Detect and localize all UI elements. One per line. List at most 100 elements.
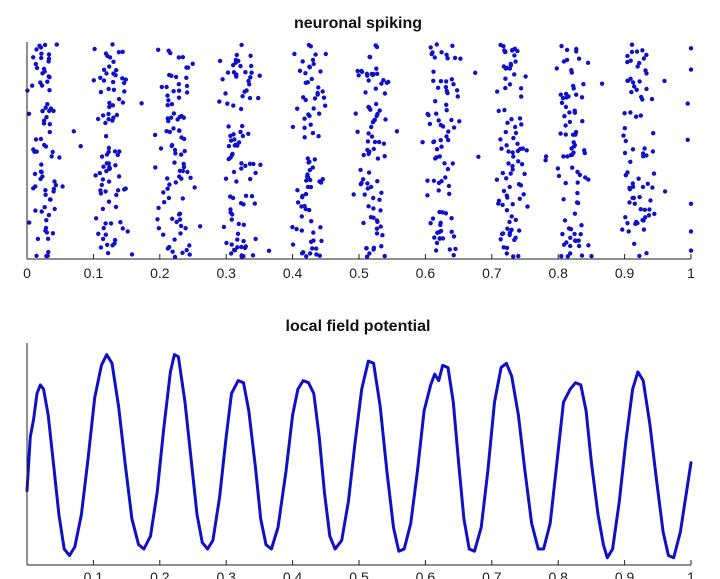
spike-point <box>307 64 312 69</box>
spike-point <box>103 189 108 194</box>
spike-point <box>564 47 570 53</box>
spike-point <box>292 51 297 57</box>
spike-point <box>364 254 370 259</box>
spike-point <box>50 231 56 236</box>
spike-point <box>188 175 193 180</box>
spike-point <box>371 245 377 250</box>
spike-point <box>54 42 59 47</box>
spike-point <box>378 208 383 213</box>
spike-point <box>33 184 38 189</box>
spike-point <box>170 249 175 254</box>
spike-point <box>523 74 528 79</box>
spike-point <box>447 247 452 252</box>
spike-point <box>113 73 118 78</box>
spike-point <box>103 134 109 139</box>
spike-point <box>310 165 315 170</box>
spike-point <box>92 46 97 52</box>
spike-point <box>224 240 229 246</box>
spike-point <box>575 200 581 206</box>
spike-point <box>295 200 301 205</box>
spike-point <box>516 159 521 164</box>
spike-point <box>451 125 457 130</box>
spike-point <box>373 101 379 107</box>
spike-point <box>498 237 503 242</box>
spike-point <box>100 236 106 242</box>
spike-point <box>589 253 594 259</box>
spike-point <box>120 49 125 54</box>
spike-point <box>179 152 184 157</box>
spike-point <box>231 103 236 108</box>
spike-point <box>234 52 239 58</box>
spike-point <box>302 135 307 140</box>
spike-point <box>451 253 456 258</box>
spike-point <box>633 114 639 119</box>
spike-point <box>307 207 312 213</box>
spike-point <box>569 152 575 157</box>
spike-point <box>104 71 109 76</box>
spike-point <box>476 154 481 159</box>
spike-point <box>688 248 694 253</box>
spike-point <box>516 182 522 187</box>
spike-point <box>184 75 189 81</box>
spike-point <box>379 244 384 249</box>
spike-point <box>635 64 640 69</box>
spike-point <box>379 81 384 86</box>
spike-point <box>235 231 241 236</box>
spike-point <box>434 111 439 116</box>
spike-point <box>355 129 360 134</box>
spike-point <box>363 90 368 95</box>
spike-point <box>120 76 125 81</box>
spike-point <box>638 207 643 212</box>
spike-point <box>512 53 517 58</box>
spike-point <box>101 225 106 231</box>
spike-point <box>228 210 233 215</box>
spike-point <box>643 215 648 220</box>
spike-point <box>312 96 318 101</box>
spike-point <box>560 95 566 101</box>
spike-point <box>239 166 244 171</box>
spike-point <box>166 118 171 124</box>
spike-point <box>377 108 382 113</box>
spike-point <box>106 145 112 151</box>
spike-point <box>52 179 57 184</box>
spike-point <box>122 89 127 94</box>
spike-point <box>662 189 668 194</box>
spike-point <box>302 125 307 130</box>
spike-point <box>39 55 44 61</box>
spike-point <box>371 206 376 211</box>
spike-point <box>171 89 176 94</box>
spike-point <box>443 85 449 90</box>
spike-point <box>165 186 170 191</box>
spike-point <box>42 205 47 210</box>
spike-point <box>240 94 245 99</box>
spike-point <box>295 106 300 111</box>
spike-point <box>165 103 170 108</box>
spike-point <box>371 146 376 152</box>
spike-point <box>221 224 227 230</box>
spike-point <box>46 52 52 57</box>
spike-point <box>309 219 314 224</box>
spike-point <box>42 42 48 48</box>
spike-point <box>238 201 244 206</box>
spike-point <box>578 232 583 237</box>
spike-point <box>308 122 313 127</box>
spike-point <box>185 169 190 175</box>
spike-point <box>499 146 504 151</box>
spike-point <box>44 218 49 223</box>
spike-point <box>630 184 636 189</box>
spike-point <box>184 247 189 253</box>
spike-point <box>41 121 47 126</box>
spike-point <box>318 225 323 230</box>
spike-point <box>451 82 456 87</box>
spike-point <box>106 117 111 122</box>
spike-point <box>258 162 263 167</box>
spike-point <box>688 229 694 234</box>
spike-point <box>378 224 383 229</box>
spike-point <box>306 42 312 48</box>
spike-point <box>439 50 444 55</box>
spike-point <box>33 137 39 142</box>
spike-point <box>508 63 514 68</box>
spike-point <box>639 94 644 100</box>
spike-point <box>50 149 55 155</box>
spike-point <box>568 251 573 256</box>
